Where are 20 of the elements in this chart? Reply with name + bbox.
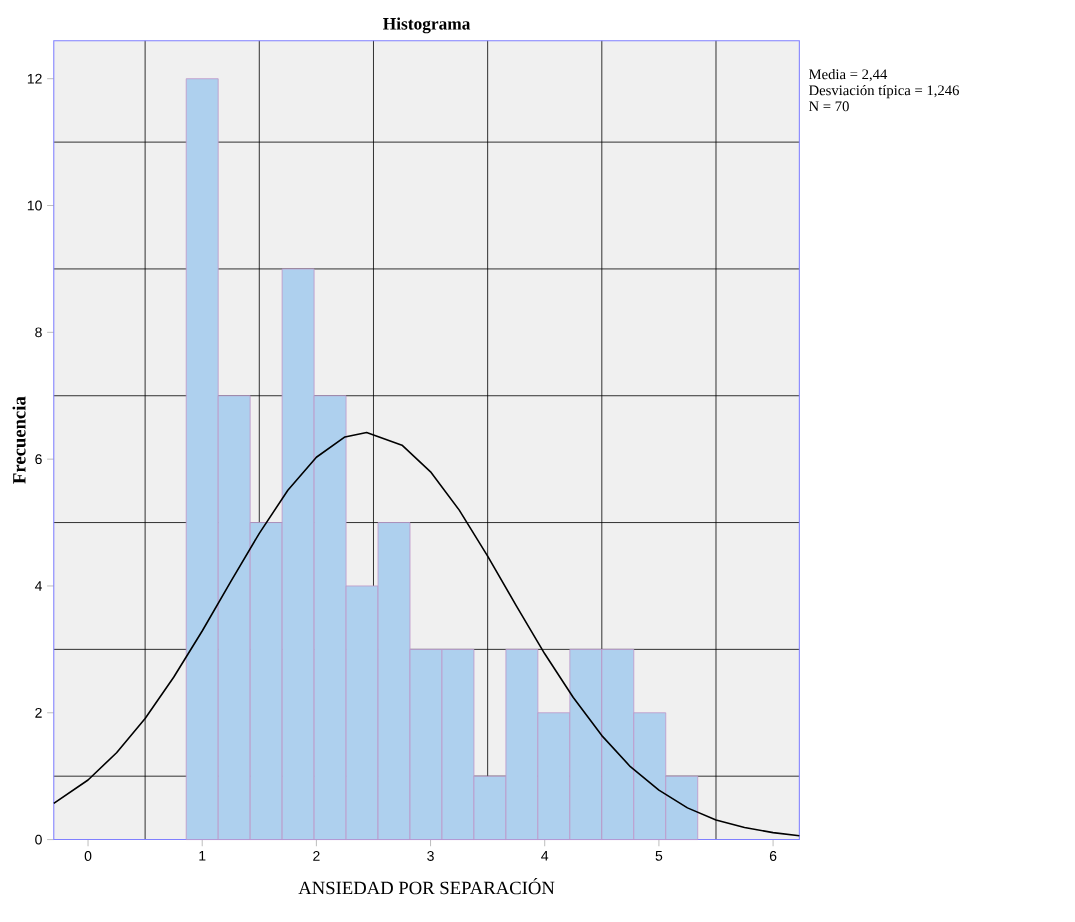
x-tick-label: 2 — [313, 850, 320, 861]
x-tick-label: 5 — [655, 850, 663, 861]
y-tick-label: 12 — [27, 73, 42, 84]
y-tick-label: 0 — [35, 834, 42, 845]
text: N = 70 — [808, 101, 849, 112]
y-tick-label: 8 — [35, 327, 42, 338]
x-tick-label: 1 — [199, 850, 206, 861]
y-tick-label: 10 — [27, 200, 42, 211]
y-tick-label: 4 — [34, 581, 42, 591]
text: Media = 2,44 — [808, 68, 888, 82]
x-tick-label: 0 — [84, 850, 92, 861]
text: Desviación típica = 1,246 — [808, 84, 959, 99]
y-tick-label: 2 — [35, 707, 42, 718]
y-tick-label: 6 — [35, 454, 42, 464]
chart-title: Histograma — [383, 17, 471, 34]
x-axis-title: ANSIEDAD POR SEPARACIÓN — [298, 877, 555, 895]
x-tick-label: 3 — [427, 850, 434, 861]
y-axis-title: Frecuencia — [12, 396, 26, 484]
x-tick-label: 6 — [769, 850, 777, 861]
x-tick-label: 4 — [541, 850, 549, 861]
